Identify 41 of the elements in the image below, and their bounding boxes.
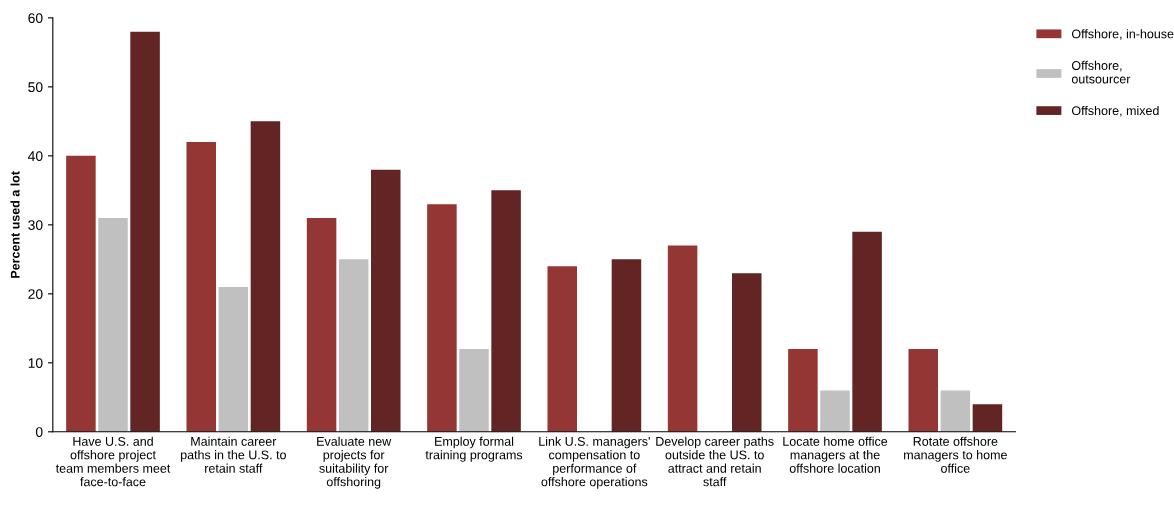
y-tick-label: 10 xyxy=(28,358,43,368)
y-tick-label: 50 xyxy=(28,82,43,93)
y-tick-label: 30 xyxy=(28,220,43,231)
bar xyxy=(306,217,337,432)
bar xyxy=(459,349,489,432)
x-tick-label: Maintain career paths in the U.S. to retain staff xyxy=(180,436,286,473)
bar xyxy=(972,404,1003,432)
bar xyxy=(820,390,850,432)
x-tick-label: Employ formal training programs xyxy=(425,436,523,462)
bar xyxy=(66,155,96,432)
bar xyxy=(186,142,216,432)
y-axis-title: Percent used a lot xyxy=(10,171,20,278)
bar xyxy=(547,266,578,432)
bar xyxy=(908,349,939,432)
bar xyxy=(427,204,457,432)
y-tick-label: 60 xyxy=(28,13,43,24)
y-tick-label: 0 xyxy=(35,427,43,437)
bar xyxy=(788,349,818,432)
legend-label: Offshore, mixed xyxy=(1071,105,1159,117)
bar xyxy=(218,286,249,432)
bar xyxy=(667,245,698,432)
legend-label: Offshore, outsourcer xyxy=(1071,60,1131,84)
x-tick-label: Evaluate new projects for suitability for offshoring xyxy=(317,436,392,489)
x-tick-label: Have U.S. and offshore project team members meet face-to-face xyxy=(55,436,171,487)
bar xyxy=(732,273,762,432)
bar xyxy=(940,390,971,432)
bar xyxy=(250,121,281,432)
x-tick-label: Link U.S. managers' compensation to performance of offshore operations xyxy=(539,436,650,489)
y-tick-label: 40 xyxy=(27,151,43,162)
bar xyxy=(611,259,642,432)
x-tick-label: Locate home office managers at the offshore location xyxy=(783,436,888,473)
bar xyxy=(491,190,521,432)
x-tick-label: Rotate offshore managers to home office xyxy=(904,436,1007,473)
bar xyxy=(852,231,882,432)
bar xyxy=(371,169,401,432)
x-tick-label: Develop career paths outside the US. to attract and retain staff xyxy=(656,436,774,487)
bar xyxy=(130,31,160,432)
bar xyxy=(338,259,369,432)
legend-label: Offshore, in-house xyxy=(1071,29,1174,40)
y-tick-label: 20 xyxy=(28,289,43,299)
bar xyxy=(98,217,128,432)
